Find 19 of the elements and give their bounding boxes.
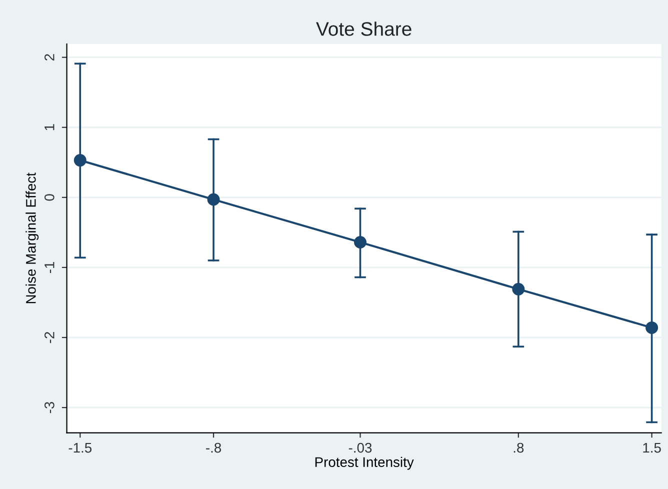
point xyxy=(74,154,86,167)
point xyxy=(354,236,366,248)
point xyxy=(512,282,525,296)
point xyxy=(646,321,658,334)
y-tick-label: 0 xyxy=(44,194,54,201)
y-tick-label: -3 xyxy=(44,402,54,414)
y-tick-label: 2 xyxy=(44,54,54,60)
y-tick-label: 1 xyxy=(44,124,54,130)
y-tick-label: -2 xyxy=(44,332,54,344)
point xyxy=(207,193,220,206)
x-tick-label: -1.5 xyxy=(68,442,92,453)
y-axis-title: Noise Marginal Effect xyxy=(26,172,39,304)
chart-title: Vote Share xyxy=(316,22,412,36)
x-tick-label: 1.5 xyxy=(643,442,661,453)
x-tick-label: -.8 xyxy=(206,442,222,453)
x-tick-label: -.03 xyxy=(348,442,372,453)
y-tick-label: -1 xyxy=(44,262,54,274)
x-tick-label: .8 xyxy=(514,442,524,453)
x-axis-title: Protest Intensity xyxy=(315,456,414,470)
